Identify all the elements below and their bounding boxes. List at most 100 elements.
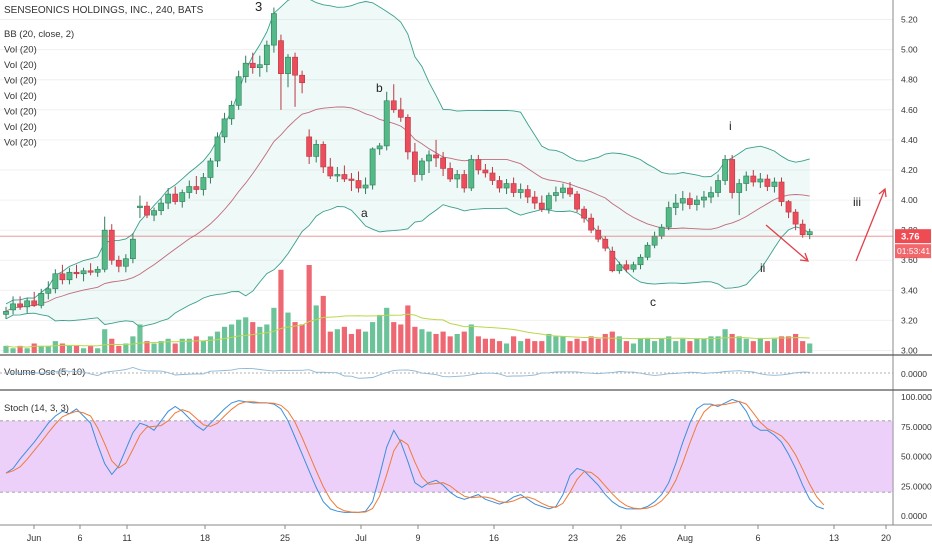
- candle: [214, 132, 221, 167]
- volume-bar: [179, 338, 185, 353]
- volume-bar: [95, 348, 101, 353]
- volume-bar: [736, 336, 742, 353]
- price-axis-tick: 3.00: [901, 345, 918, 355]
- candle: [94, 266, 101, 277]
- volume-bar: [764, 341, 770, 353]
- volume-bar: [560, 336, 566, 353]
- stoch-k-line: [5, 398, 824, 513]
- candle: [426, 150, 432, 173]
- volume-bar: [659, 338, 665, 353]
- volume-bar: [17, 345, 23, 353]
- volume-bar: [165, 338, 171, 353]
- candle: [517, 183, 524, 199]
- price-axis-tick: 4.60: [901, 105, 918, 115]
- candle: [560, 183, 566, 199]
- candle: [80, 267, 87, 282]
- candle: [270, 7, 277, 53]
- volume-bar: [602, 333, 608, 353]
- volume-osc-line: [6, 367, 810, 379]
- volume-bar: [454, 333, 460, 353]
- wave-label-3: 3: [255, 0, 262, 14]
- volume-bar: [475, 336, 481, 353]
- stoch-axis-tick: 0.0000: [901, 511, 927, 521]
- bollinger-bands: [5, 0, 810, 328]
- stoch-axis: 100.0000 75.0000 50.0000 25.0000 0.0000: [901, 392, 932, 521]
- candle: [306, 129, 313, 164]
- volume-bar: [299, 324, 305, 353]
- indicator-label: Vol (20): [4, 45, 37, 56]
- price-axis-tick: 3.20: [901, 315, 918, 325]
- volume-osc-axis-tick: 0.0000: [901, 369, 927, 379]
- volume-bar: [800, 341, 806, 353]
- time-axis-tick: 9: [415, 533, 420, 543]
- candle: [130, 233, 136, 264]
- candle: [574, 191, 580, 213]
- volume-bar: [715, 336, 721, 353]
- candle: [419, 157, 425, 181]
- candle: [447, 162, 454, 183]
- time-axis-tick: 26: [616, 533, 626, 543]
- volume-bar: [384, 307, 390, 353]
- volume-bar: [257, 326, 263, 353]
- candle: [228, 100, 235, 125]
- candle: [623, 260, 630, 273]
- candle: [609, 246, 616, 273]
- candle: [686, 192, 693, 210]
- volume-bar: [158, 341, 164, 353]
- volume-bar: [80, 348, 87, 353]
- bollinger-band-fill: [6, 0, 810, 327]
- volume-bar: [186, 338, 192, 353]
- candle: [701, 191, 707, 208]
- volume-bar: [320, 295, 326, 353]
- time-axis-tick: 25: [280, 533, 290, 543]
- volume-bar: [616, 336, 622, 353]
- volume-bar: [229, 324, 235, 353]
- candle: [461, 169, 468, 193]
- candle: [433, 139, 439, 167]
- candle: [151, 207, 157, 222]
- volume-bar: [130, 336, 136, 353]
- candle: [644, 242, 651, 261]
- volume-bar: [433, 333, 439, 353]
- candle: [411, 142, 418, 183]
- volume-bar: [398, 324, 404, 353]
- volume-bar: [3, 345, 9, 353]
- volume-bar: [778, 336, 785, 353]
- volume-bar: [609, 331, 615, 353]
- candle: [545, 192, 552, 214]
- candle: [750, 169, 757, 187]
- volume-bar: [489, 338, 496, 353]
- candle: [496, 175, 503, 193]
- candle: [665, 201, 672, 231]
- candle: [552, 186, 559, 202]
- volume-bar: [680, 338, 686, 353]
- candle: [567, 182, 573, 198]
- candle: [362, 177, 369, 195]
- time-axis-tick: 13: [829, 533, 839, 543]
- candle: [531, 191, 538, 210]
- candle: [235, 70, 242, 110]
- volume-bar: [793, 333, 799, 353]
- current-price-badge: 3.76 01:53:41: [895, 229, 931, 259]
- countdown-timer: 01:53:41: [897, 246, 930, 256]
- volume-bar: [771, 338, 778, 353]
- volume-bar: [532, 341, 538, 353]
- volume-bar: [701, 338, 707, 353]
- candles: [3, 7, 813, 319]
- indicator-label: Vol (20): [4, 138, 37, 149]
- candle: [313, 139, 320, 163]
- candle: [348, 172, 355, 192]
- time-axis-tick: Jul: [355, 533, 367, 543]
- candle: [165, 188, 172, 210]
- candle: [334, 166, 341, 183]
- price-axis-tick: 3.60: [901, 255, 918, 265]
- candle: [355, 171, 362, 193]
- candle: [771, 177, 778, 193]
- volume-bar: [503, 343, 510, 353]
- candle: [137, 195, 143, 219]
- price-axis-tick: 4.20: [901, 165, 918, 175]
- volume-bar: [496, 341, 503, 353]
- candle: [59, 264, 66, 285]
